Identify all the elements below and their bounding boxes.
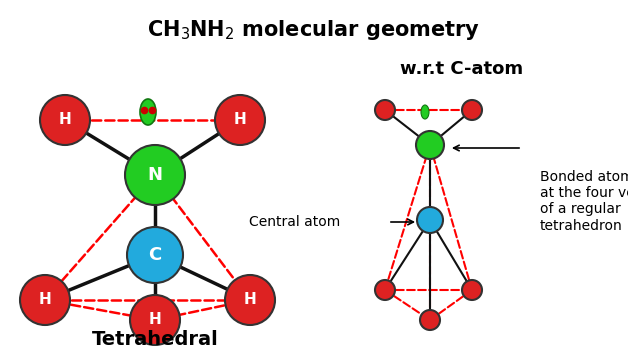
Circle shape xyxy=(416,131,444,159)
Text: Tetrahedral: Tetrahedral xyxy=(92,330,219,346)
Text: CH$_3$NH$_2$ molecular geometry: CH$_3$NH$_2$ molecular geometry xyxy=(148,18,480,42)
Text: Central atom: Central atom xyxy=(249,215,340,229)
Circle shape xyxy=(375,280,395,300)
Text: Bonded atoms lie
at the four vertices
of a regular
tetrahedron: Bonded atoms lie at the four vertices of… xyxy=(540,170,628,233)
Text: H: H xyxy=(244,292,256,308)
Text: C: C xyxy=(148,246,161,264)
Circle shape xyxy=(127,227,183,283)
Text: N: N xyxy=(148,166,163,184)
Text: w.r.t C-atom: w.r.t C-atom xyxy=(400,60,523,78)
Ellipse shape xyxy=(421,105,429,119)
Circle shape xyxy=(375,100,395,120)
Text: H: H xyxy=(39,292,51,308)
Circle shape xyxy=(462,100,482,120)
Circle shape xyxy=(20,275,70,325)
Text: H: H xyxy=(234,112,246,127)
Circle shape xyxy=(215,95,265,145)
Circle shape xyxy=(40,95,90,145)
Text: H: H xyxy=(58,112,72,127)
Circle shape xyxy=(225,275,275,325)
Ellipse shape xyxy=(140,99,156,125)
Text: H: H xyxy=(149,312,161,328)
Circle shape xyxy=(420,310,440,330)
Circle shape xyxy=(130,295,180,345)
Circle shape xyxy=(462,280,482,300)
Circle shape xyxy=(125,145,185,205)
Circle shape xyxy=(417,207,443,233)
